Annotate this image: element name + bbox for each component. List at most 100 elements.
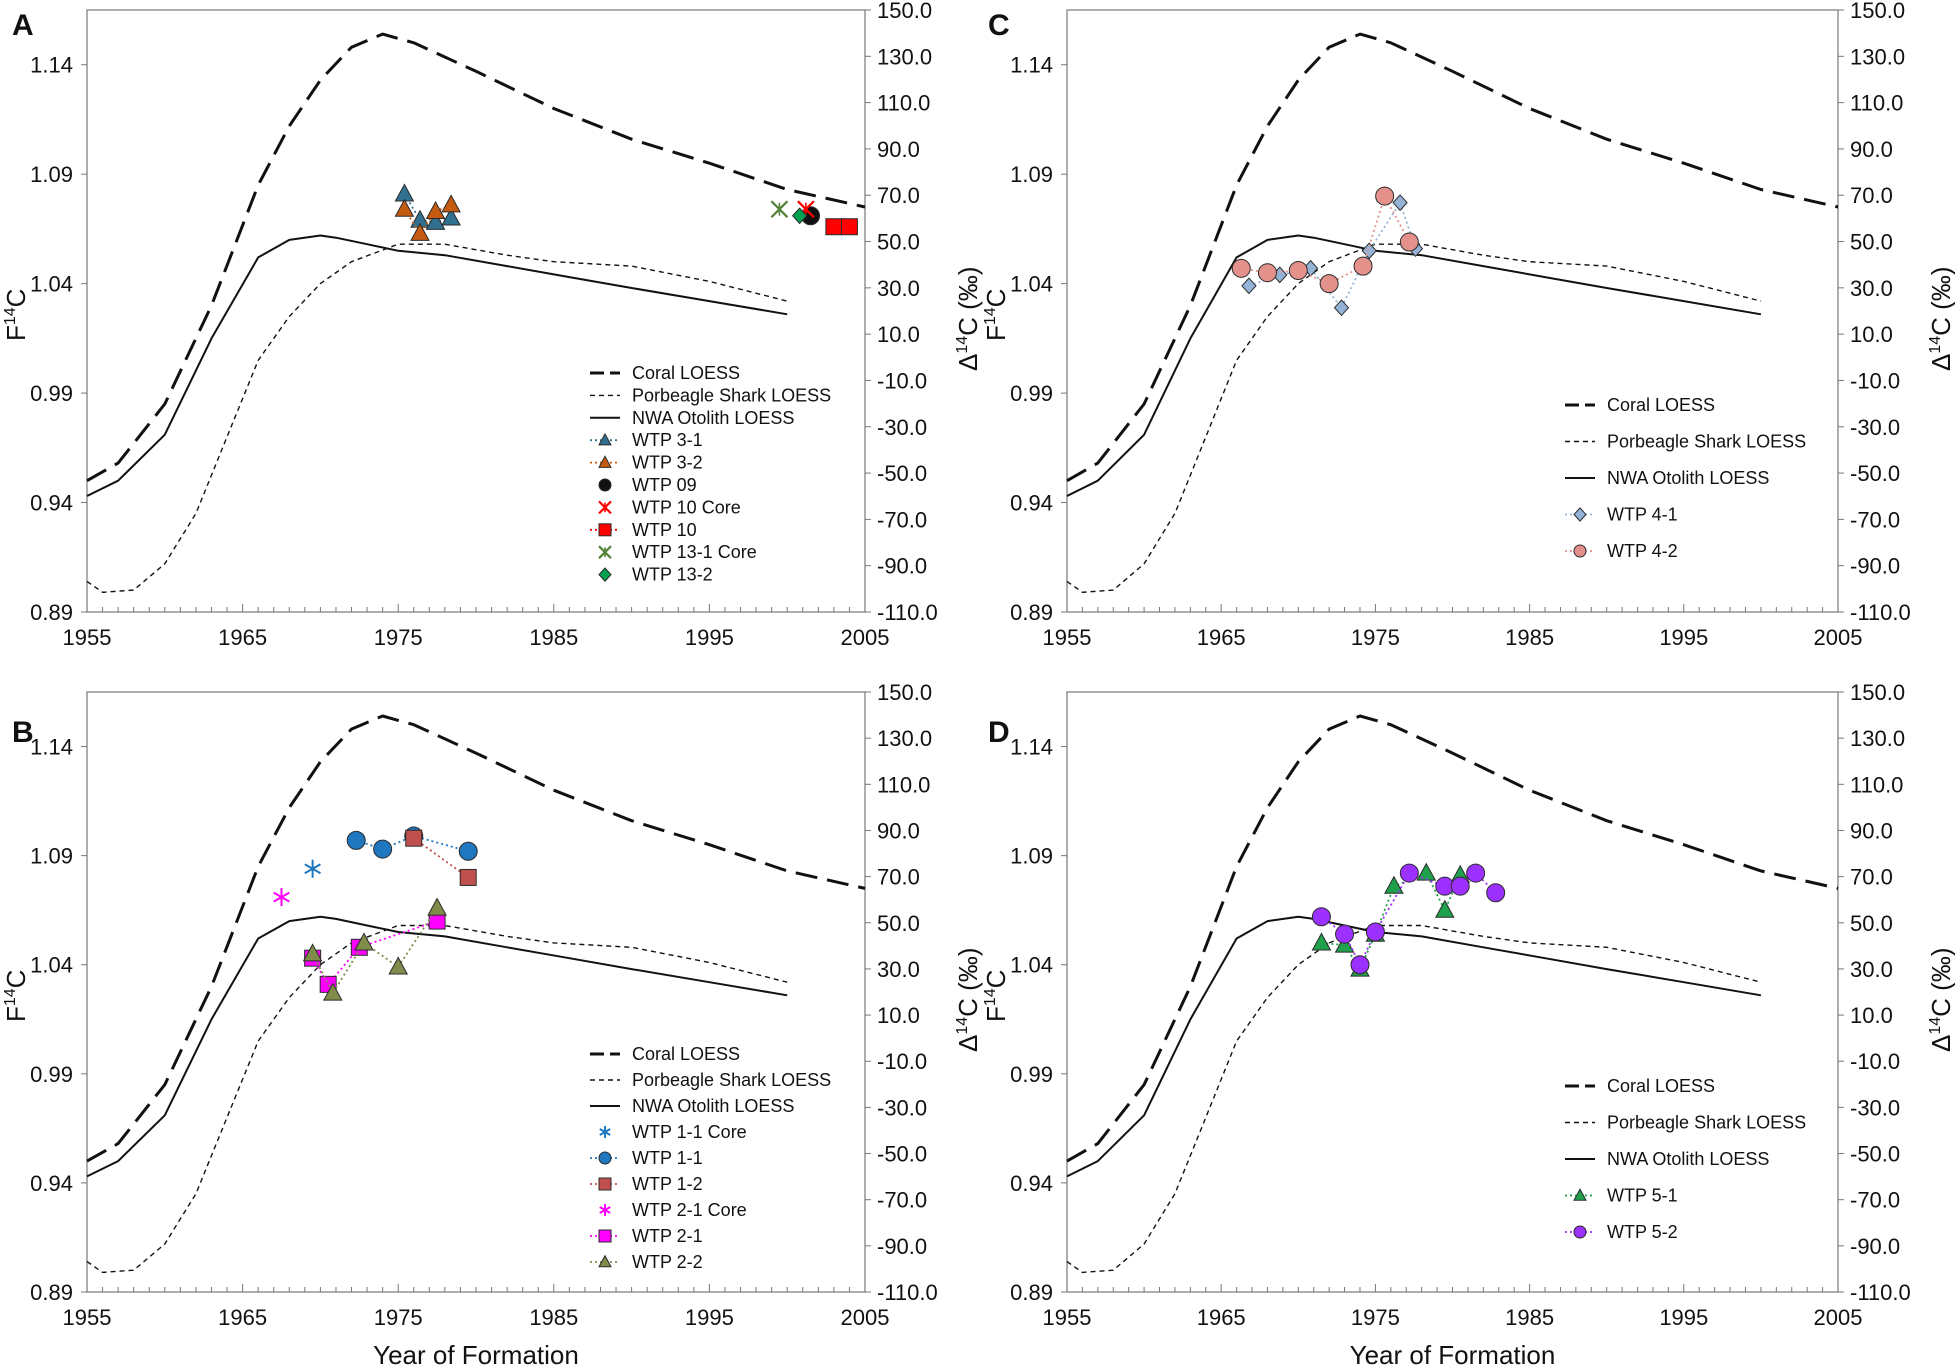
legend-label: Porbeagle Shark LOESS (1607, 1113, 1806, 1133)
y-axis-right: -110.0 -90.0 -70.0 -50.0 -30.0 -10.0 10.0 30.0 5… (1838, 0, 1911, 625)
y-left-tick-label: 0.89 (30, 600, 73, 625)
series-connector (1320, 871, 1497, 967)
porbeagle-shark-loess-line (86, 924, 788, 1274)
x-tick-label: 1975 (1351, 1305, 1400, 1330)
plot-frame (86, 9, 866, 613)
y-left-tick-label: 1.14 (1010, 735, 1053, 760)
data-point (1335, 924, 1355, 944)
legend-marker (598, 567, 612, 582)
porbeagle-shark-loess-line (86, 243, 788, 593)
y-right-tick-label: -30.0 (877, 415, 927, 440)
x-axis-title: Year of Formation (1350, 1340, 1556, 1369)
y-right-tick-label: -70.0 (877, 507, 927, 532)
y-right-tick-label: 90.0 (877, 137, 920, 162)
data-point (1450, 876, 1470, 896)
nwa-otolith-loess-line (86, 234, 788, 497)
plot-frame (86, 691, 866, 1293)
y-right-tick-label: -10.0 (1850, 368, 1900, 393)
y-axis-left: 0.89 0.94 0.99 1.04 1.09 1.14 (1010, 53, 1067, 625)
data-point (458, 841, 478, 861)
y-right-tick-label: 110.0 (1850, 772, 1903, 797)
legend-label: Coral LOESS (1607, 1076, 1715, 1096)
x-tick-label: 2005 (841, 1305, 890, 1330)
legend-label: WTP 13-2 (632, 565, 713, 585)
data-point (1416, 862, 1437, 881)
data-point (1399, 863, 1419, 883)
x-tick-label: 1955 (63, 625, 112, 650)
data-point (1353, 256, 1373, 276)
y-right-tick-label: -50.0 (877, 1142, 927, 1167)
legend-label: WTP 2-1 (632, 1226, 703, 1246)
y-right-tick-label: -50.0 (1850, 461, 1900, 486)
legend-label: WTP 2-1 Core (632, 1200, 747, 1220)
legend-marker (598, 545, 612, 559)
y-right-tick-label: 50.0 (1850, 230, 1893, 255)
y-left-tick-label: 1.09 (30, 162, 73, 187)
y-axis-right: -110.0 -90.0 -70.0 -50.0 -30.0 -10.0 10.0 30.0 5… (1838, 680, 1911, 1305)
data-point (394, 183, 415, 202)
legend-marker (598, 500, 612, 515)
coral-loess-line (1066, 714, 1839, 1163)
y-right-axis-title: Δ14C (‰) (1926, 948, 1955, 1053)
legend-label: WTP 5-1 (1607, 1186, 1678, 1206)
y-right-tick-label: 90.0 (1850, 818, 1893, 843)
y-left-tick-label: 0.94 (1010, 491, 1053, 516)
x-tick-label: 1995 (1659, 625, 1708, 650)
y-right-tick-label: 70.0 (1850, 865, 1893, 890)
x-axis: 1955 1965 1975 1985 1995 2005 (63, 604, 889, 650)
legend-marker (598, 478, 612, 492)
y-axis-left: 0.89 0.94 0.99 1.04 1.09 1.14 (30, 53, 87, 625)
y-right-tick-label: 10.0 (877, 322, 920, 347)
y-left-tick-label: 1.09 (1010, 844, 1053, 869)
y-left-tick-label: 1.04 (30, 953, 73, 978)
legend-label: WTP 2-2 (632, 1252, 703, 1272)
legend-label: Porbeagle Shark LOESS (1607, 432, 1806, 452)
y-right-tick-label: 30.0 (1850, 957, 1893, 982)
y-right-tick-label: -50.0 (877, 461, 927, 486)
legend-label: Porbeagle Shark LOESS (632, 385, 831, 405)
legend-marker (599, 1126, 611, 1138)
x-tick-label: 1975 (374, 1305, 423, 1330)
y-right-tick-label: 70.0 (877, 183, 920, 208)
data-point (1434, 899, 1455, 918)
y-right-tick-label: 10.0 (877, 1003, 920, 1028)
y-left-tick-label: 1.14 (30, 735, 73, 760)
y-right-tick-label: 130.0 (877, 726, 932, 751)
legend-marker (598, 523, 612, 537)
panel-letter: C (988, 9, 1010, 42)
y-right-tick-label: 110.0 (877, 91, 930, 116)
panel-letter: A (12, 9, 34, 42)
y-right-tick-label: 90.0 (1850, 137, 1893, 162)
y-right-tick-label: 130.0 (1850, 726, 1905, 751)
y-right-axis-title: Δ14C (‰) (953, 948, 983, 1053)
data-point (1466, 863, 1486, 883)
y-right-tick-label: 10.0 (1850, 322, 1893, 347)
data-point (394, 198, 415, 217)
y-right-tick-label: -30.0 (1850, 1095, 1900, 1120)
y-right-tick-label: 50.0 (877, 230, 920, 255)
legend-label: WTP 3-2 (632, 453, 703, 473)
data-point (323, 982, 343, 1001)
y-left-tick-label: 0.94 (1010, 1171, 1053, 1196)
legend-label: WTP 13-1 Core (632, 542, 757, 562)
legend-label: Coral LOESS (632, 1044, 740, 1064)
x-tick-label: 2005 (1814, 1305, 1863, 1330)
legend-label: WTP 3-1 (632, 430, 703, 450)
data-point (425, 200, 446, 219)
data-point (1319, 274, 1339, 294)
coral-loess-line (1066, 32, 1839, 483)
legend-marker (1573, 1188, 1587, 1201)
y-right-tick-label: -70.0 (1850, 507, 1900, 532)
data-point (441, 207, 461, 226)
y-left-tick-label: 0.99 (1010, 1062, 1053, 1087)
x-tick-label: 1995 (685, 625, 734, 650)
x-tick-label: 1955 (1043, 625, 1092, 650)
data-point (425, 211, 446, 230)
y-right-tick-label: -30.0 (877, 1095, 927, 1120)
x-axis: 1955 1965 1975 1985 1995 2005 (1043, 1284, 1863, 1330)
y-right-tick-label: 150.0 (877, 0, 932, 23)
y-right-tick-label: -50.0 (1850, 1142, 1900, 1167)
